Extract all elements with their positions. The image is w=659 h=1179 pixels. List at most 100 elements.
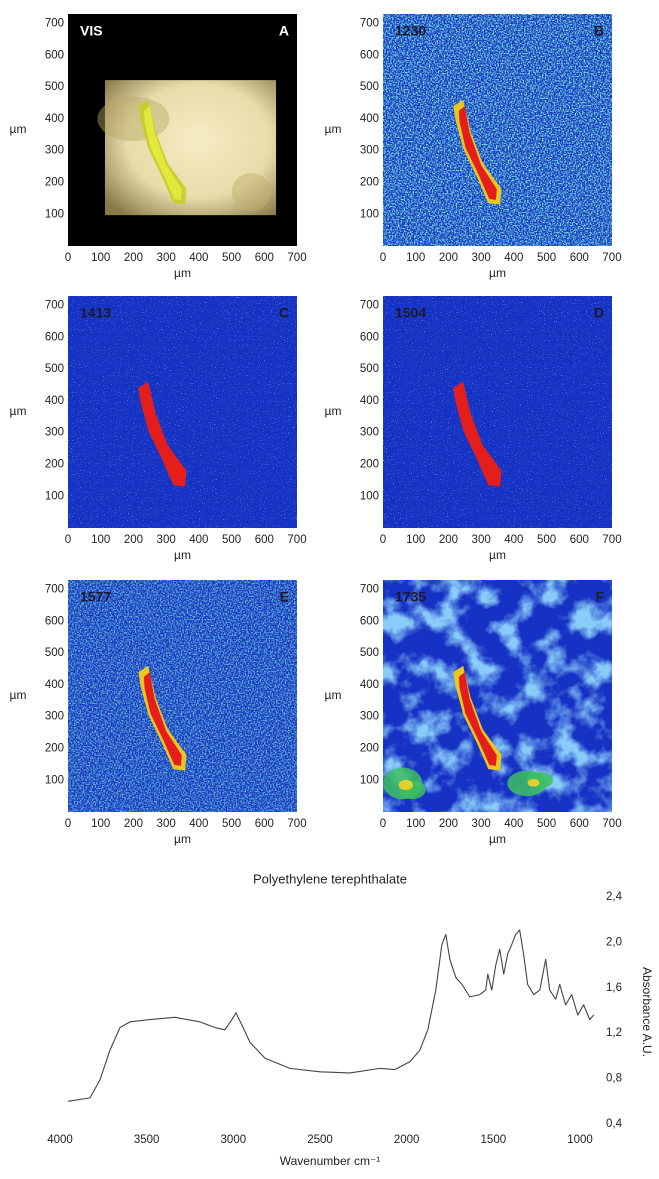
x-tick-label: 400	[189, 534, 208, 546]
y-tick-label: 400	[360, 679, 379, 691]
hotspot	[398, 779, 414, 791]
panel-image	[383, 14, 612, 246]
y-tick-label: 500	[45, 647, 64, 659]
y-tick-label: 100	[360, 774, 379, 786]
panel-label: 1413	[80, 305, 111, 321]
x-axis-label: µm	[489, 266, 506, 280]
y-tick-label: 300	[360, 711, 379, 723]
panel-letter: F	[595, 589, 604, 605]
y-tick-label: 700	[45, 584, 64, 596]
x-tick-label: 1500	[481, 1134, 507, 1146]
x-tick-label: 600	[255, 818, 274, 830]
y-tick-label: 600	[360, 331, 379, 343]
y-tick-label: 700	[45, 18, 64, 30]
y-tick-label: 400	[45, 395, 64, 407]
y-tick-label: 700	[360, 300, 379, 312]
x-tick-label: 0	[380, 818, 386, 830]
y-tick-label: 400	[360, 395, 379, 407]
panel-image	[68, 580, 297, 812]
y-tick-label: 600	[45, 331, 64, 343]
panel-label: 1735	[395, 589, 426, 605]
x-tick-label: 0	[380, 534, 386, 546]
fragment-core	[458, 672, 497, 766]
photo-shade	[231, 172, 271, 212]
x-tick-label: 500	[222, 818, 241, 830]
x-tick-label: 500	[537, 252, 556, 264]
x-tick-label: 3000	[221, 1134, 247, 1146]
y-tick-label: 400	[360, 113, 379, 125]
y-tick-label: 300	[45, 145, 64, 157]
fragment-core	[143, 388, 182, 482]
x-axis-label: µm	[489, 832, 506, 846]
y-tick-label: 400	[45, 679, 64, 691]
x-tick-label: 200	[439, 818, 458, 830]
x-tick-label: 600	[570, 818, 589, 830]
y-tick-label: 700	[360, 18, 379, 30]
y-tick-label: 300	[45, 427, 64, 439]
y-tick-label: 500	[45, 81, 64, 93]
x-tick-label: 300	[472, 252, 491, 264]
x-tick-label: 1000	[567, 1134, 593, 1146]
x-tick-label: 300	[157, 252, 176, 264]
x-tick-label: 600	[255, 252, 274, 264]
y-tick-label: 200	[360, 458, 379, 470]
y-tick-label: 0,8	[606, 1073, 622, 1085]
x-tick-label: 4000	[47, 1134, 73, 1146]
x-tick-label: 200	[124, 252, 143, 264]
y-tick-label: 400	[45, 113, 64, 125]
panel-letter: D	[594, 305, 604, 321]
x-tick-label: 500	[222, 534, 241, 546]
y-axis-label: µm	[325, 688, 342, 702]
fragment-core	[143, 672, 182, 766]
y-tick-label: 100	[45, 490, 64, 502]
y-tick-label: 200	[45, 176, 64, 188]
y-tick-label: 600	[360, 49, 379, 61]
x-tick-label: 400	[504, 252, 523, 264]
x-tick-label: 100	[91, 818, 110, 830]
panel-letter: C	[279, 305, 289, 321]
y-tick-label: 100	[45, 208, 64, 220]
y-tick-label: 200	[45, 458, 64, 470]
speckle	[383, 296, 612, 528]
y-tick-label: 2,0	[606, 936, 622, 948]
x-axis-label: µm	[174, 266, 191, 280]
y-tick-label: 500	[360, 363, 379, 375]
hotspot	[527, 778, 540, 787]
speckle	[68, 296, 297, 528]
x-tick-label: 100	[91, 252, 110, 264]
x-tick-label: 200	[439, 534, 458, 546]
fragment-core	[143, 106, 182, 200]
x-tick-label: 700	[602, 252, 621, 264]
x-tick-label: 300	[157, 818, 176, 830]
speckle	[383, 14, 612, 246]
y-tick-label: 200	[360, 176, 379, 188]
x-tick-label: 700	[602, 818, 621, 830]
x-tick-label: 200	[439, 252, 458, 264]
panel-letter: B	[594, 23, 604, 39]
y-tick-label: 600	[360, 615, 379, 627]
panel-image	[68, 14, 297, 246]
y-tick-label: 500	[360, 647, 379, 659]
x-tick-label: 100	[406, 818, 425, 830]
x-tick-label: 600	[255, 534, 274, 546]
y-tick-label: 300	[360, 145, 379, 157]
x-tick-label: 600	[570, 252, 589, 264]
y-tick-label: 1,6	[606, 982, 622, 994]
x-tick-label: 0	[65, 818, 71, 830]
x-tick-label: 700	[287, 534, 306, 546]
panel-letter: E	[280, 589, 289, 605]
y-tick-label: 500	[360, 81, 379, 93]
x-tick-label: 700	[287, 818, 306, 830]
fragment-core	[458, 388, 497, 482]
panel-letter: A	[279, 23, 289, 39]
speckle	[68, 580, 297, 812]
y-tick-label: 200	[360, 742, 379, 754]
y-tick-label: 100	[360, 208, 379, 220]
panel-label: 1577	[80, 589, 111, 605]
cloud	[383, 580, 612, 812]
x-axis-label: µm	[174, 548, 191, 562]
x-tick-label: 700	[287, 252, 306, 264]
x-tick-label: 0	[380, 252, 386, 264]
panel-image	[383, 580, 612, 812]
